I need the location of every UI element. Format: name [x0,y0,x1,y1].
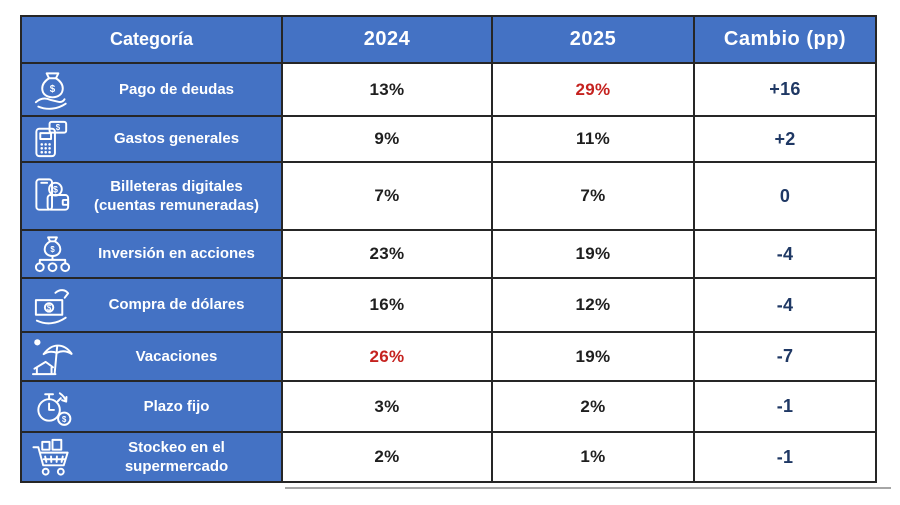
value-2025-digital-wallets: 7% [493,163,695,231]
hand-dollar-bill-icon: $ [22,284,82,327]
value-2024-debt-payment: 13% [283,64,493,117]
value-2024-vacations: 26% [283,333,493,382]
category-label: Vacaciones [135,347,218,365]
column-header-2025: 2025 [493,17,695,64]
category-cell-vacations: Vacaciones [22,333,283,382]
category-cell-digital-wallets: $ Billeteras digitales (cuentas remunera… [22,163,283,231]
column-header-2024: 2024 [283,17,493,64]
savings-intentions-table: Categoría 2024 2025 Cambio (pp) $ Pago d… [20,15,877,483]
column-header-categoria: Categoría [22,17,283,64]
value-2024-fixed-term-deposit: 3% [283,382,493,433]
category-cell-fixed-term-deposit: $ Plazo fijo [22,382,283,433]
shopping-cart-icon [22,436,82,479]
svg-text:$: $ [49,84,55,95]
phone-wallet-icon: $ [22,175,82,218]
svg-text:$: $ [50,245,55,254]
category-cell-dollar-purchase: $ Compra de dólares [22,279,283,333]
stopwatch-money-icon: $ [22,385,82,428]
value-2025-fixed-term-deposit: 2% [493,382,695,433]
svg-text:$: $ [62,415,67,424]
value-2024-general-expenses: 9% [283,117,493,163]
category-label: Billeteras digitales (cuentas remunerada… [93,177,260,215]
value-2024-supermarket-stocking: 2% [283,433,493,481]
pos-terminal-icon: $ [22,118,82,161]
value-2024-digital-wallets: 7% [283,163,493,231]
value-2025-vacations: 19% [493,333,695,382]
value-2025-stock-investment: 19% [493,231,695,279]
change-stock-investment: -4 [695,231,875,279]
column-header-cambio: Cambio (pp) [695,17,875,64]
svg-text:$: $ [46,303,51,312]
svg-text:$: $ [55,123,60,132]
change-dollar-purchase: -4 [695,279,875,333]
category-label: Inversión en acciones [98,245,255,263]
value-2025-general-expenses: 11% [493,117,695,163]
category-cell-stock-investment: $ Inversión en acciones [22,231,283,279]
svg-text:$: $ [52,184,57,194]
investment-money-bags-icon: $ [22,233,82,276]
category-cell-general-expenses: $ Gastos generales [22,117,283,163]
category-label: Gastos generales [113,130,240,148]
value-2025-dollar-purchase: 12% [493,279,695,333]
change-supermarket-stocking: -1 [776,446,794,467]
category-label: Plazo fijo [143,397,210,415]
category-label: Pago de deudas [118,80,235,98]
value-2025-debt-payment: 29% [493,64,695,117]
table-shadow-line [285,487,891,489]
change-digital-wallets: 0 [695,163,875,231]
value-2025-supermarket-stocking: 1% [493,433,695,481]
value-2024-dollar-purchase: 16% [283,279,493,333]
change-vacations: -7 [695,333,875,382]
value-2024-stock-investment: 23% [283,231,493,279]
change-fixed-term-deposit: -1 [695,382,875,433]
category-cell-supermarket-stocking: Stockeo en el supermercado [22,433,283,481]
change-general-expenses: +2 [695,117,875,163]
category-cell-debt-payment: $ Pago de deudas [22,64,283,117]
money-bag-hand-icon: $ [22,68,82,111]
category-label: Stockeo en el supermercado [124,438,229,476]
beach-umbrella-icon [22,335,82,378]
change-debt-payment: +16 [695,64,875,117]
category-label: Compra de dólares [108,296,245,314]
